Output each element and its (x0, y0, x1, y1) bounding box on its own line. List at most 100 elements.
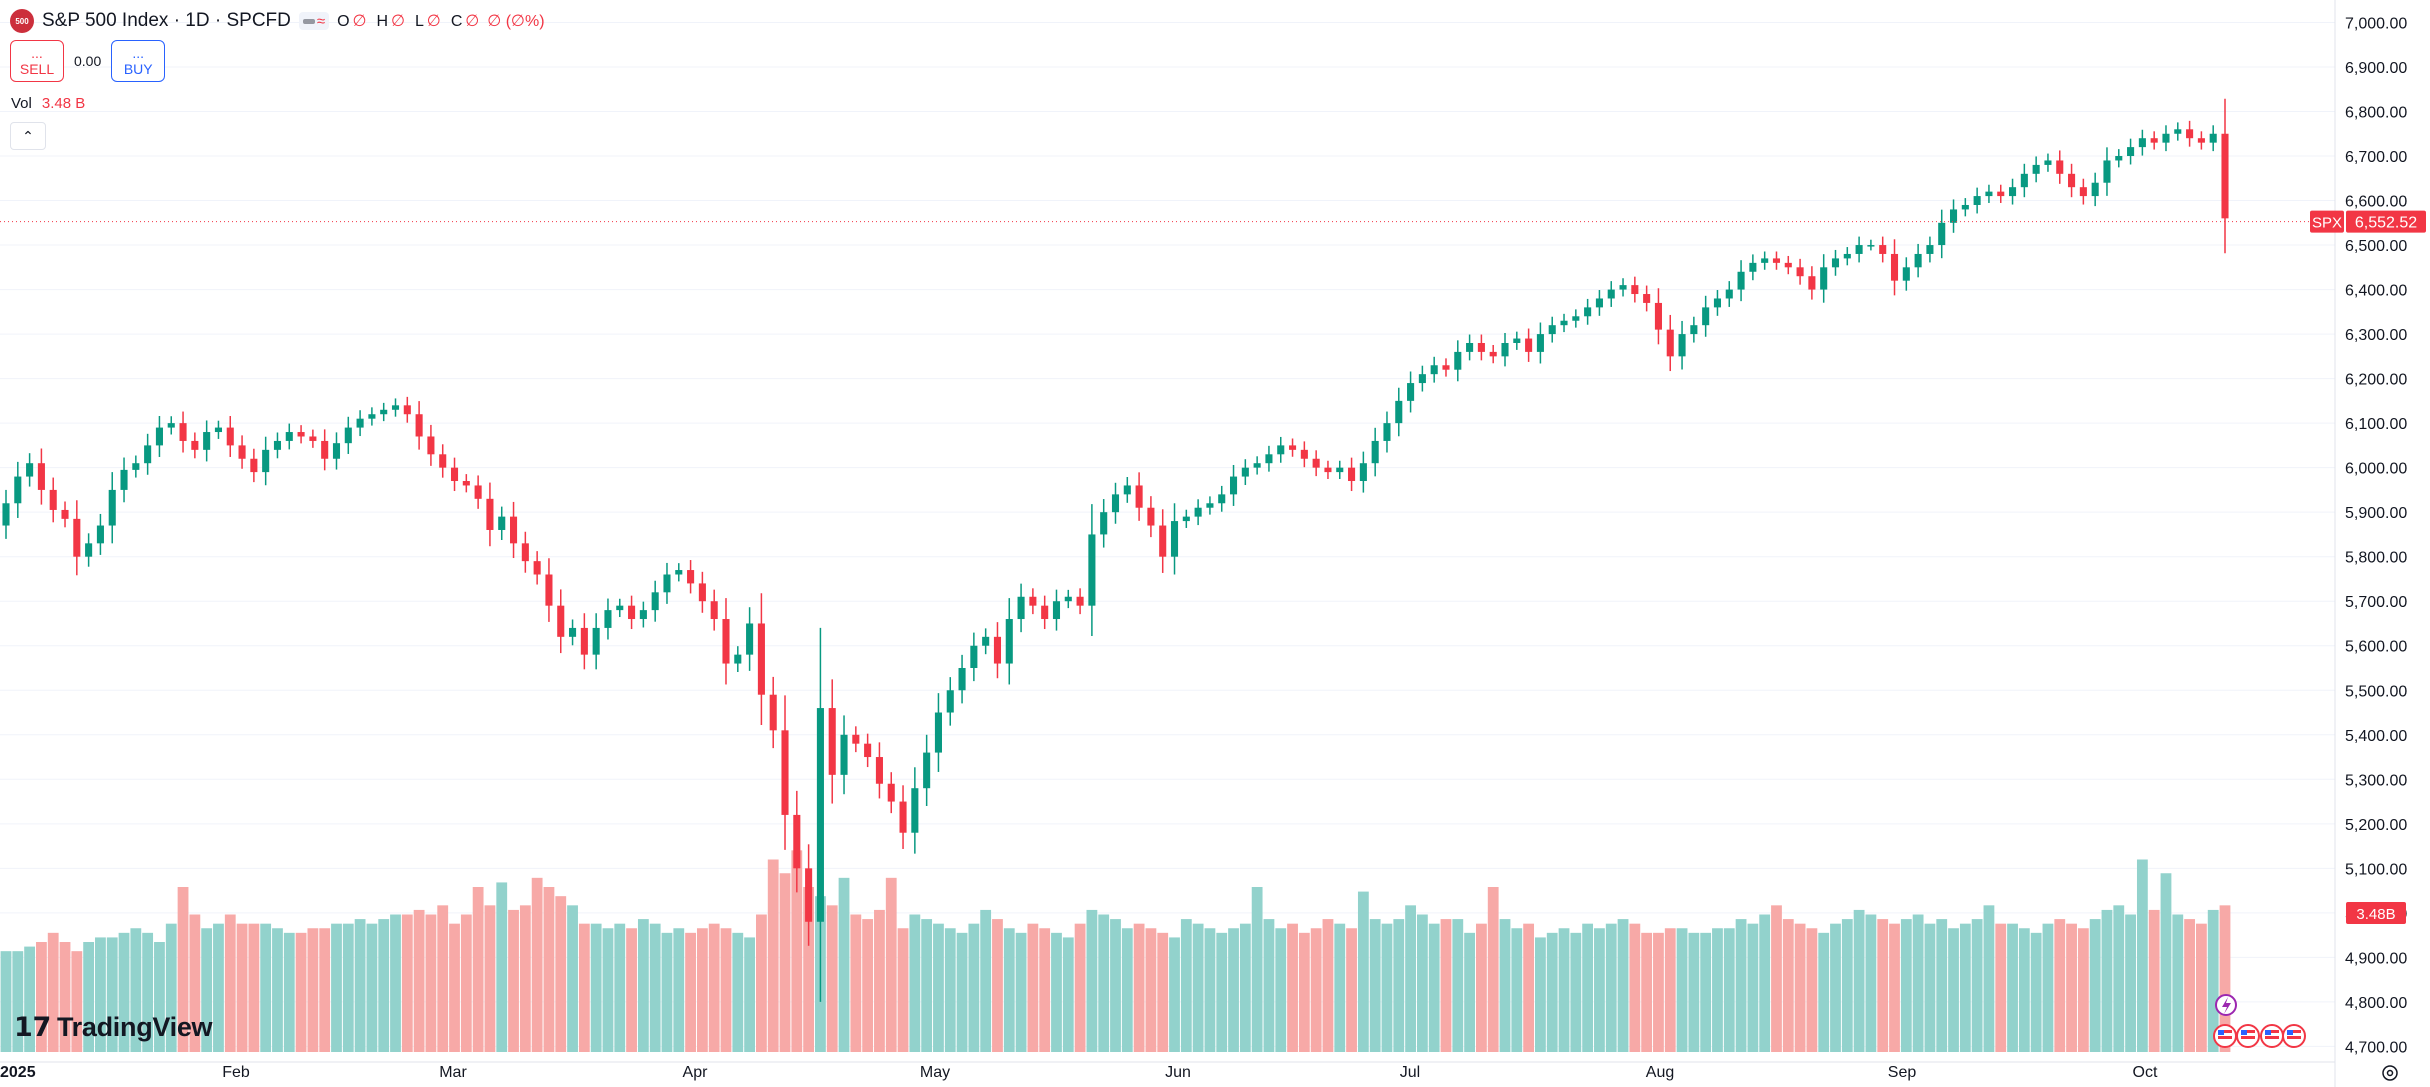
candle-body (1206, 503, 1214, 508)
candle-body (2009, 187, 2017, 197)
volume-bar (449, 923, 460, 1052)
candle (1513, 331, 1521, 350)
candle (934, 693, 942, 772)
volume-bar (1499, 919, 1511, 1052)
candle-body (1867, 245, 1875, 247)
candle (1536, 322, 1544, 364)
flag-stripe (2287, 1036, 2301, 1039)
candle-body (1466, 342, 1474, 352)
candle (769, 676, 777, 749)
candle-body (321, 440, 329, 459)
us-flag-event-icon (2236, 1024, 2260, 1048)
volume-bar (1121, 928, 1133, 1052)
candle (262, 436, 270, 486)
candle (1666, 314, 1674, 372)
eye-icon (302, 18, 315, 24)
volume-bar (248, 923, 260, 1052)
volume-bar (2184, 919, 2195, 1052)
volume-bar (1865, 914, 1877, 1052)
candle-body (1229, 476, 1238, 495)
volume-bar (1511, 928, 1523, 1052)
volume-bar (1582, 923, 1594, 1052)
symbol-logo-icon[interactable]: 500 (10, 9, 34, 33)
candle-body (1914, 253, 1922, 268)
candle-body (533, 561, 541, 575)
volume-bar (1145, 928, 1157, 1052)
volume-bar (2030, 932, 2042, 1052)
price-axis: 4,700.004,800.004,900.005,000.005,100.00… (2345, 15, 2407, 1056)
candle-body (899, 801, 907, 833)
candle-body (1383, 423, 1391, 441)
volume-bar (1169, 937, 1180, 1052)
tradingview-logo[interactable]: 𝟭𝟳 TradingView (14, 1012, 213, 1043)
buy-button[interactable]: ... BUY (111, 40, 166, 82)
candle (2138, 129, 2146, 156)
candle-body (368, 414, 376, 419)
legend-visibility-chip[interactable]: ≈ (298, 12, 330, 30)
candle (1088, 504, 1096, 636)
volume-bar (1617, 919, 1629, 1052)
event-markers (2213, 994, 2398, 1081)
candle (1041, 595, 1049, 630)
candle-body (1855, 245, 1863, 254)
candle (1584, 298, 1592, 325)
sell-button[interactable]: ... SELL (10, 40, 64, 82)
candle (1147, 496, 1155, 538)
candle (1808, 266, 1816, 300)
candle-body (14, 476, 22, 504)
lightning-glyph (2222, 997, 2231, 1014)
candle (427, 424, 435, 466)
candle (1218, 485, 1226, 512)
volume-bar (201, 928, 213, 1052)
candle-body (356, 418, 364, 428)
volume-bar (2148, 909, 2160, 1052)
candle-body (2186, 129, 2194, 139)
volume-bar (47, 932, 59, 1052)
candle-body (1772, 258, 1781, 263)
volume-bar (897, 928, 909, 1052)
candle-body (887, 783, 895, 802)
candle (580, 613, 588, 670)
volume-bar (1936, 919, 1948, 1052)
volume-bar (791, 850, 803, 1052)
candle (1548, 316, 1556, 343)
volume-bar (1700, 932, 1712, 1052)
candle (734, 646, 742, 673)
candle-body (616, 605, 624, 611)
candle (1253, 456, 1261, 475)
collapse-legend-button[interactable]: ⌃ (10, 122, 46, 150)
candle (970, 632, 978, 682)
candle (616, 598, 624, 618)
candle (533, 551, 541, 585)
candle-body (1312, 458, 1320, 468)
candle (1052, 589, 1061, 631)
volume-bar (2160, 873, 2172, 1052)
volume-bar (850, 914, 862, 1052)
candle-body (1702, 307, 1710, 326)
volume-bar (1948, 928, 1959, 1052)
volume-bar (1452, 919, 1464, 1052)
volume-bar (1594, 928, 1605, 1052)
volume-bar (1204, 928, 1216, 1052)
symbol-title[interactable]: S&P 500 Index · 1D · SPCFD (42, 10, 291, 31)
volume-legend[interactable]: Vol 3.48 B (11, 95, 85, 112)
candle (2103, 147, 2111, 196)
candle (793, 790, 801, 893)
volume-bar (1346, 928, 1357, 1052)
flag-canton (2287, 1030, 2293, 1035)
candle (1489, 345, 1497, 364)
candle-body (1170, 521, 1179, 557)
candle-body (1796, 267, 1804, 277)
candle (805, 844, 813, 946)
candle-body (2150, 138, 2158, 143)
volume-bar (2007, 923, 2018, 1052)
candle-body (203, 432, 211, 450)
candle (2197, 131, 2205, 150)
candle (1312, 450, 1320, 477)
candle-body (1525, 338, 1533, 352)
volume-bar (921, 919, 933, 1052)
price-tick-label: 5,400.00 (2345, 728, 2407, 745)
last-price-label: 6,552.52 (2355, 215, 2417, 232)
time-tick-label: Sep (1888, 1064, 1917, 1081)
